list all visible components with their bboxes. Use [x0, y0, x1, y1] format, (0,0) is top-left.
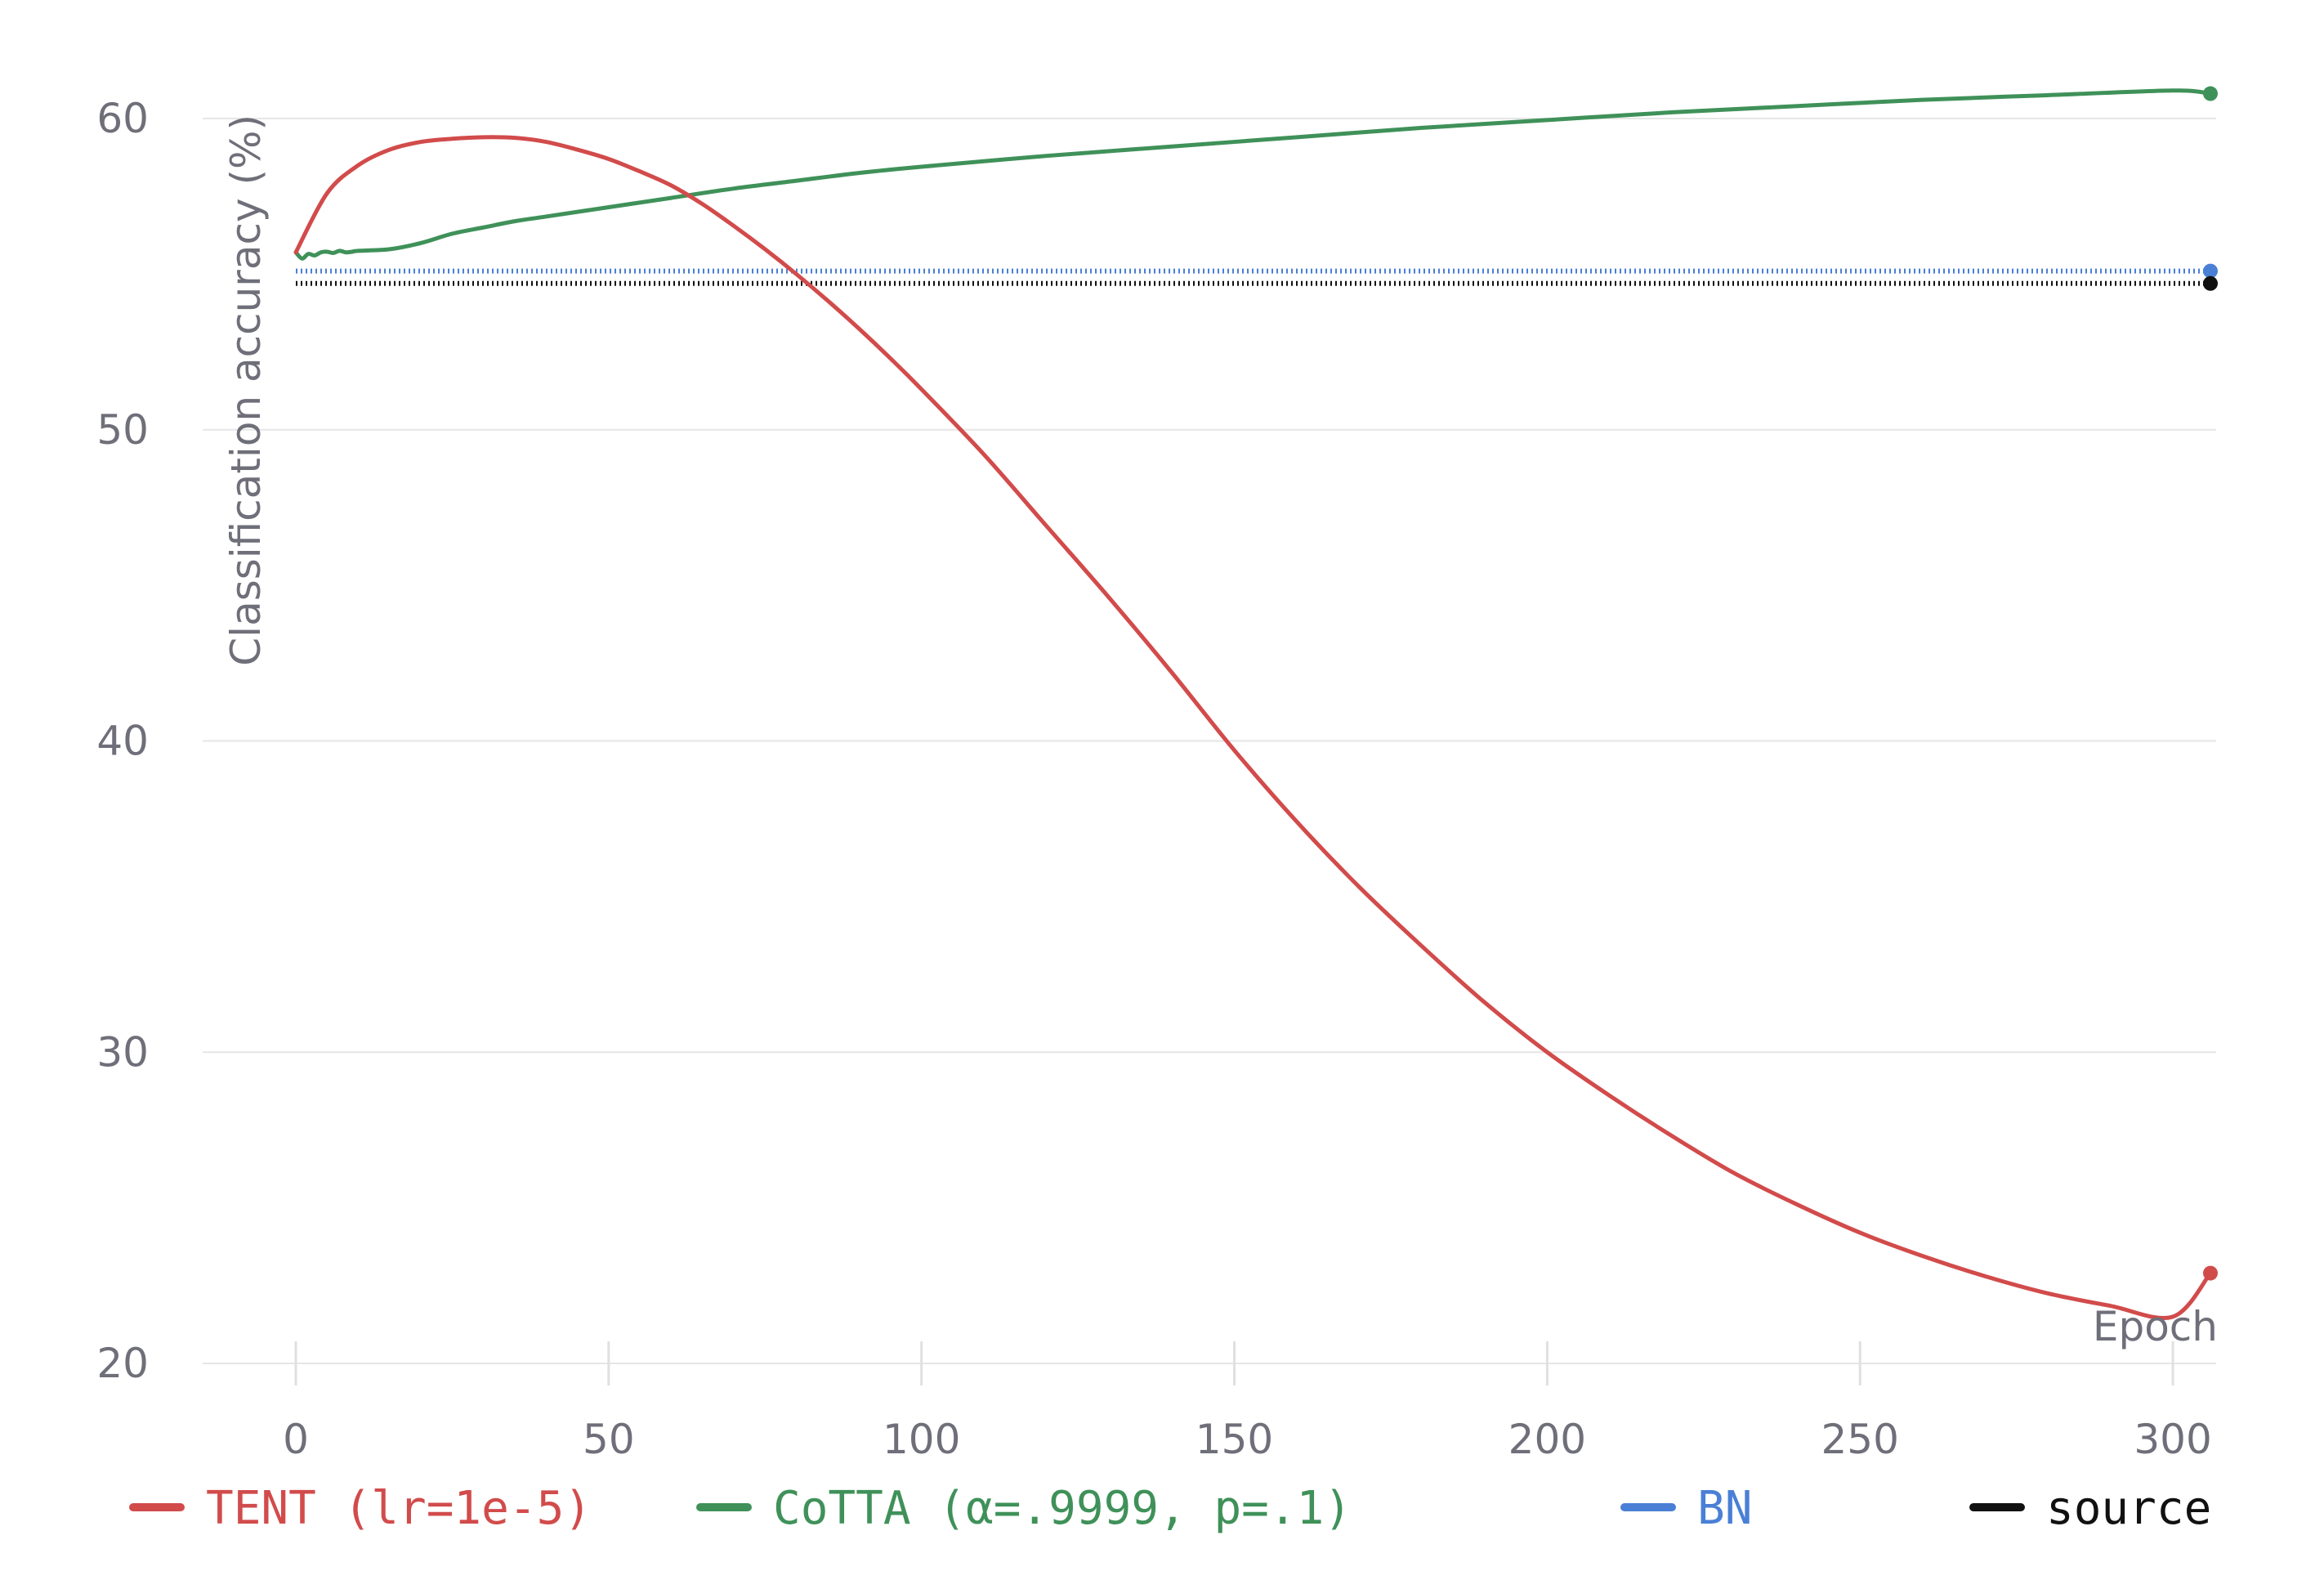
y-tick-label: 60 [96, 95, 149, 142]
x-tick-label: 150 [1196, 1416, 1273, 1463]
x-tick-label: 100 [883, 1416, 960, 1463]
y-tick-label: 20 [96, 1340, 149, 1387]
x-axis: 0 50 100 150 200 250 300 [283, 1341, 2212, 1463]
legend-label: CoTTA (α=.9999, p=.1) [773, 1482, 1352, 1535]
series-line-0 [293, 135, 2213, 1321]
x-tick-label: 200 [1508, 1416, 1586, 1463]
legend-label: source [2046, 1482, 2211, 1535]
series-end-marker [2203, 1265, 2218, 1281]
series-layer [293, 86, 2218, 1321]
series-end-marker [2203, 86, 2218, 101]
x-tick-label: 250 [1821, 1416, 1898, 1463]
legend: TENT (lr=1e-5) CoTTA (α=.9999, p=.1) BN sou… [129, 1482, 2211, 1535]
series-end-marker [2203, 263, 2218, 279]
series-line-1 [293, 88, 2213, 261]
series-end-marker [2203, 275, 2218, 291]
y-axis: 20 30 40 50 60 [96, 95, 149, 1387]
grid-layer [203, 118, 2216, 1364]
legend-label: TENT (lr=1e-5) [206, 1482, 592, 1535]
x-tick-label: 0 [283, 1416, 309, 1463]
x-tick-label: 300 [2134, 1416, 2211, 1463]
legend-label: BN [1697, 1482, 1752, 1535]
y-tick-label: 40 [96, 718, 149, 765]
x-axis-title: Epoch [2093, 1303, 2218, 1350]
x-tick-label: 50 [583, 1416, 635, 1463]
y-tick-label: 30 [96, 1028, 149, 1076]
y-tick-label: 50 [96, 406, 149, 454]
y-axis-title: Classification accuracy (%) [222, 114, 270, 666]
